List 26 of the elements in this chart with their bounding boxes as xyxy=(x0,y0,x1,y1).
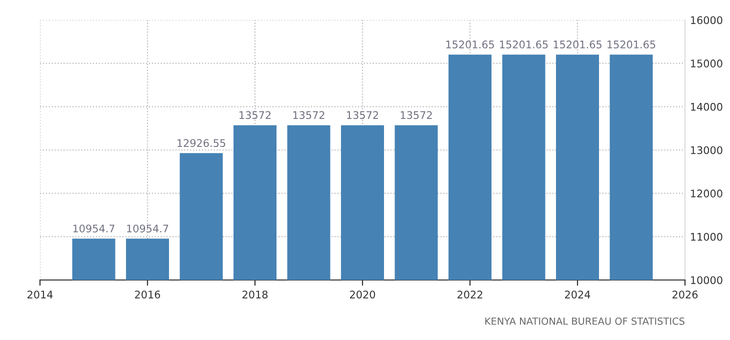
data-label: 15201.65 xyxy=(608,40,656,48)
y-tick-label: 11000 xyxy=(691,232,722,241)
y-tick-label: 15000 xyxy=(691,60,722,68)
x-tick-label: 2020 xyxy=(350,290,376,298)
y-tick-label: 13000 xyxy=(691,146,722,154)
data-label: 13572 xyxy=(400,111,432,120)
data-label: 13572 xyxy=(347,111,378,120)
data-label: 15201.65 xyxy=(446,40,494,48)
x-tick-label: 2018 xyxy=(242,290,268,298)
text: KENYA NATIONAL BUREAU OF STATISTICS xyxy=(485,317,684,325)
data-label: 10954.7 xyxy=(73,224,114,232)
y-tick-label: 14000 xyxy=(691,102,722,111)
x-tick-label: 2014 xyxy=(28,290,53,298)
x-tick-label: 2024 xyxy=(565,290,590,298)
data-label: 15201.65 xyxy=(554,40,602,48)
data-label: 13572 xyxy=(240,111,271,120)
x-tick-label: 2016 xyxy=(135,290,160,298)
data-label: 13572 xyxy=(293,111,324,120)
data-label: 15201.65 xyxy=(500,40,548,48)
data-label: 12926.55 xyxy=(178,139,226,147)
y-tick-label: 16000 xyxy=(691,16,722,24)
data-label: 10954.7 xyxy=(127,224,168,232)
y-tick-label: 10000 xyxy=(691,276,722,284)
x-tick-label: 2026 xyxy=(672,290,698,298)
y-tick-label: 12000 xyxy=(691,190,722,198)
x-tick-label: 2022 xyxy=(458,290,482,298)
